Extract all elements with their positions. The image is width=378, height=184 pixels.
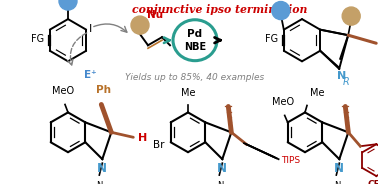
Text: Yields up to 85%, 40 examples: Yields up to 85%, 40 examples bbox=[125, 73, 265, 82]
Circle shape bbox=[131, 16, 149, 34]
Text: FG: FG bbox=[265, 34, 278, 44]
Text: Me: Me bbox=[181, 88, 195, 98]
Circle shape bbox=[342, 7, 360, 25]
Text: I: I bbox=[89, 24, 93, 34]
Text: N: N bbox=[217, 181, 223, 184]
Text: Me: Me bbox=[310, 88, 324, 98]
Text: N: N bbox=[96, 181, 102, 184]
Circle shape bbox=[59, 0, 77, 10]
Text: N: N bbox=[334, 162, 344, 175]
Text: R: R bbox=[343, 77, 350, 87]
Text: NBE: NBE bbox=[184, 42, 206, 52]
Text: N: N bbox=[334, 181, 341, 184]
Text: MeO: MeO bbox=[52, 86, 74, 95]
Text: TIPS: TIPS bbox=[281, 156, 301, 165]
Text: Br: Br bbox=[153, 140, 165, 150]
Circle shape bbox=[272, 1, 290, 20]
Ellipse shape bbox=[173, 20, 217, 61]
Text: N: N bbox=[217, 162, 227, 175]
Text: CF₃: CF₃ bbox=[368, 180, 378, 184]
Text: Ph: Ph bbox=[96, 84, 111, 95]
Text: MeO: MeO bbox=[272, 98, 294, 107]
Text: H: H bbox=[138, 133, 147, 143]
Text: Nu⁻: Nu⁻ bbox=[147, 10, 169, 20]
Text: E⁺: E⁺ bbox=[84, 70, 96, 80]
Text: N: N bbox=[97, 162, 107, 175]
Text: FG: FG bbox=[31, 34, 44, 44]
Text: N: N bbox=[336, 71, 346, 81]
Text: conjunctive ipso termination: conjunctive ipso termination bbox=[132, 4, 308, 15]
Text: Pd: Pd bbox=[187, 29, 203, 39]
